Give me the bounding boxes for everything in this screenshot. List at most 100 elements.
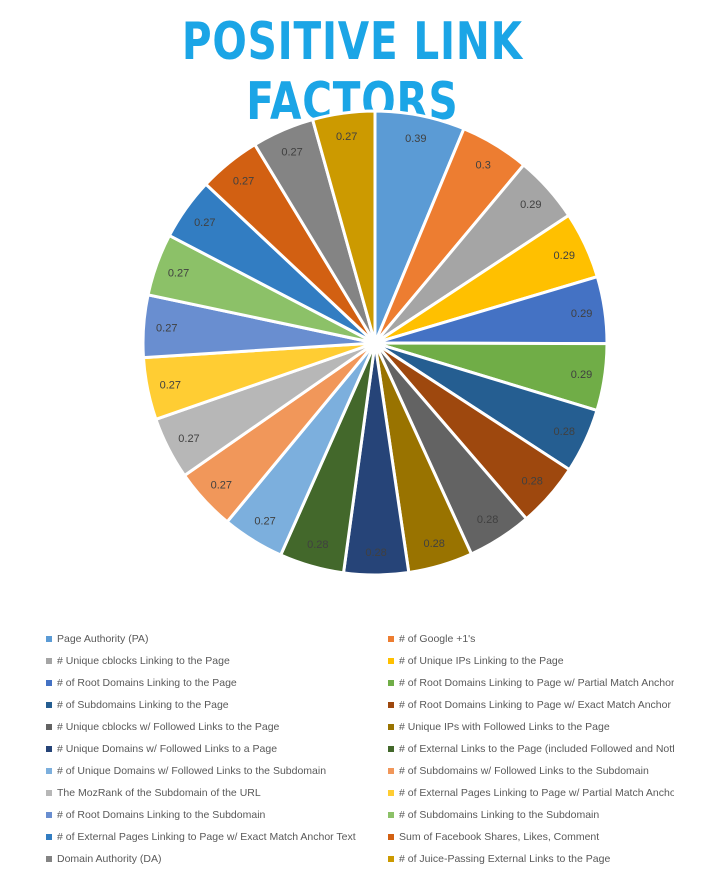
- legend-item: # of Unique IPs Linking to the Page: [388, 655, 674, 667]
- legend-label: Page Authority (PA): [57, 633, 149, 645]
- legend-label: # of Root Domains Linking to the Page: [57, 677, 237, 689]
- legend-label: # of Subdomains Linking to the Page: [57, 699, 229, 711]
- legend-swatch: [46, 636, 52, 642]
- slice-value-label: 0.3: [476, 159, 491, 171]
- legend-item: Page Authority (PA): [46, 633, 388, 645]
- legend-swatch: [46, 856, 52, 862]
- legend-row: # of Unique Domains w/ Followed Links to…: [46, 760, 686, 782]
- slice-value-label: 0.27: [233, 176, 254, 188]
- legend-row: # Unique cblocks Linking to the Page # of…: [46, 650, 686, 672]
- slice-value-label: 0.39: [405, 133, 426, 145]
- slice-value-label: 0.27: [168, 267, 189, 279]
- slice-value-label: 0.28: [554, 426, 575, 438]
- slice-value-label: 0.28: [307, 539, 328, 551]
- legend-label: # of External Pages Linking to Page w/ P…: [399, 787, 674, 799]
- legend-item: # of Root Domains Linking to Page w/ Par…: [388, 677, 674, 689]
- legend-item: # Unique IPs with Followed Links to the …: [388, 721, 674, 733]
- slice-value-label: 0.27: [336, 131, 357, 143]
- legend-label: # of Google +1's: [399, 633, 476, 645]
- legend-swatch: [46, 834, 52, 840]
- legend-swatch: [388, 724, 394, 730]
- legend-label: # of Subdomains w/ Followed Links to the…: [399, 765, 649, 777]
- legend-swatch: [388, 768, 394, 774]
- legend-item: # of Subdomains Linking to the Page: [46, 699, 388, 711]
- legend-swatch: [388, 746, 394, 752]
- slice-value-label: 0.27: [178, 433, 199, 445]
- legend-swatch: [388, 680, 394, 686]
- legend-swatch: [388, 834, 394, 840]
- legend-row: # of Root Domains Linking to the Page # o…: [46, 672, 686, 694]
- pie-slice: [310, 109, 377, 344]
- legend-swatch: [46, 790, 52, 796]
- legend-row: Domain Authority (DA) # of Juice-Passing …: [46, 848, 686, 870]
- slice-value-label: 0.27: [254, 515, 275, 527]
- legend-label: # Unique IPs with Followed Links to the …: [399, 721, 610, 733]
- pie-chart: 0.39 0.3 0.29 0.29 0.29 0.29 0.28 0.28 0.28 0.28 0…: [141, 109, 609, 577]
- legend-swatch: [388, 812, 394, 818]
- slice-value-label: 0.27: [156, 323, 177, 335]
- legend-label: # of External Links to the Page (include…: [399, 743, 674, 755]
- legend-row: # Unique Domains w/ Followed Links to a …: [46, 738, 686, 760]
- legend-item: # Unique cblocks w/ Followed Links to th…: [46, 721, 388, 733]
- legend-label: # Unique cblocks Linking to the Page: [57, 655, 230, 667]
- legend-label: # of Juice-Passing External Links to the…: [399, 853, 611, 865]
- slice-value-label: 0.29: [554, 250, 575, 262]
- legend-row: # of Subdomains Linking to the Page # of …: [46, 694, 686, 716]
- slice-value-label: 0.28: [521, 475, 542, 487]
- legend-item: # of Root Domains Linking to Page w/ Exa…: [388, 699, 674, 711]
- legend-item: Sum of Facebook Shares, Likes, Comment: [388, 831, 674, 843]
- slice-value-label: 0.27: [211, 479, 232, 491]
- legend-item: # Unique cblocks Linking to the Page: [46, 655, 388, 667]
- legend-label: # of Subdomains Linking to the Subdomain: [399, 809, 600, 821]
- legend-item: The MozRank of the Subdomain of the URL: [46, 787, 388, 799]
- legend-label: # of Unique IPs Linking to the Page: [399, 655, 564, 667]
- legend-item: # of External Links to the Page (include…: [388, 743, 674, 755]
- legend-swatch: [46, 812, 52, 818]
- slice-value-label: 0.27: [281, 146, 302, 158]
- legend-swatch: [46, 702, 52, 708]
- legend-label: # Unique Domains w/ Followed Links to a …: [57, 743, 278, 755]
- slice-value-label: 0.28: [365, 547, 386, 559]
- legend-row: # of External Pages Linking to Page w/ E…: [46, 826, 686, 848]
- legend-item: # of Root Domains Linking to the Subdoma…: [46, 809, 388, 821]
- legend-swatch: [46, 746, 52, 752]
- slice-value-label: 0.29: [571, 308, 592, 320]
- legend-row: # of Root Domains Linking to the Subdoma…: [46, 804, 686, 826]
- legend-item: # of Juice-Passing External Links to the…: [388, 853, 674, 865]
- legend-label: Domain Authority (DA): [57, 853, 162, 865]
- legend-item: # of Root Domains Linking to the Page: [46, 677, 388, 689]
- legend-item: # of Google +1's: [388, 633, 674, 645]
- legend-label: # of Unique Domains w/ Followed Links to…: [57, 765, 327, 777]
- legend-label: # of Root Domains Linking to Page w/ Exa…: [399, 699, 671, 711]
- slice-value-label: 0.29: [571, 369, 592, 381]
- legend-swatch: [388, 658, 394, 664]
- slice-value-label: 0.28: [477, 514, 498, 526]
- legend-item: # of Subdomains w/ Followed Links to the…: [388, 765, 674, 777]
- legend: Page Authority (PA) # of Google +1's # Uni…: [46, 628, 686, 870]
- slice-value-label: 0.29: [520, 199, 541, 211]
- legend-label: Sum of Facebook Shares, Likes, Comment: [399, 831, 600, 843]
- chart-title: POSITIVE LINK FACTORS: [181, 12, 523, 132]
- legend-label: # of Root Domains Linking to Page w/ Par…: [399, 677, 674, 689]
- legend-item: # of Subdomains Linking to the Subdomain: [388, 809, 674, 821]
- legend-swatch: [388, 856, 394, 862]
- legend-swatch: [46, 680, 52, 686]
- legend-swatch: [46, 658, 52, 664]
- legend-label: The MozRank of the Subdomain of the URL: [57, 787, 261, 799]
- legend-item: Domain Authority (DA): [46, 853, 388, 865]
- legend-swatch: [388, 636, 394, 642]
- legend-item: # of External Pages Linking to Page w/ P…: [388, 787, 674, 799]
- legend-label: # Unique cblocks w/ Followed Links to th…: [57, 721, 280, 733]
- legend-swatch: [46, 724, 52, 730]
- legend-swatch: [388, 702, 394, 708]
- legend-swatch: [46, 768, 52, 774]
- legend-item: # of External Pages Linking to Page w/ E…: [46, 831, 388, 843]
- legend-swatch: [388, 790, 394, 796]
- legend-row: # Unique cblocks w/ Followed Links to th…: [46, 716, 686, 738]
- legend-label: # of Root Domains Linking to the Subdoma…: [57, 809, 266, 821]
- legend-row: Page Authority (PA) # of Google +1's: [46, 628, 686, 650]
- slice-value-label: 0.28: [423, 538, 444, 550]
- slice-value-label: 0.27: [194, 217, 215, 229]
- slice-value-label: 0.27: [160, 379, 181, 391]
- legend-row: The MozRank of the Subdomain of the URL #…: [46, 782, 686, 804]
